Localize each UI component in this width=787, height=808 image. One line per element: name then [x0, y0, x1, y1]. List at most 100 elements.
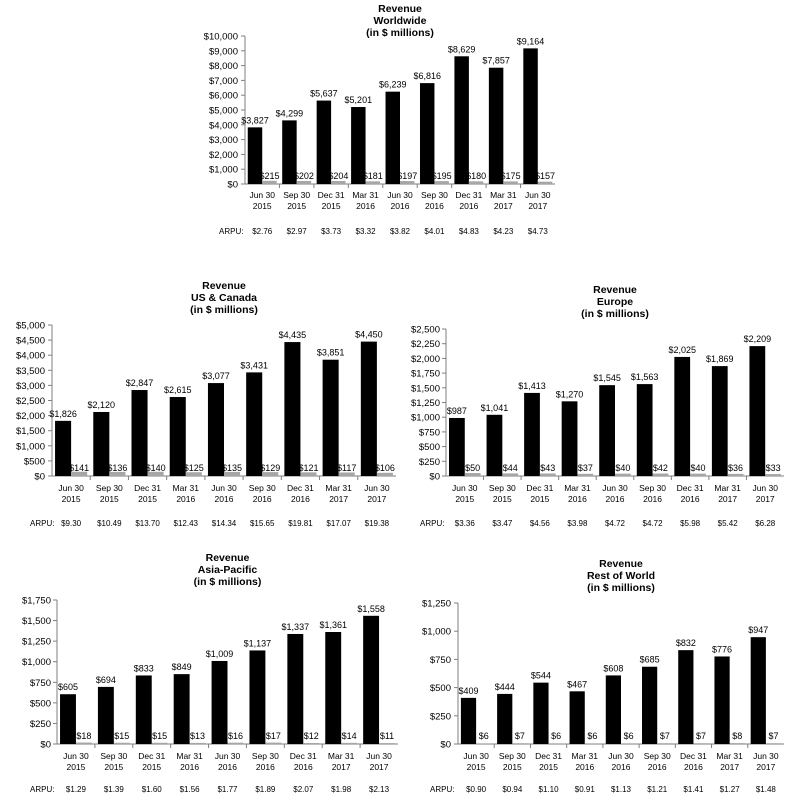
chart2-second-label: $141	[69, 463, 89, 473]
chart4-category-label: Mar 31	[176, 751, 203, 761]
chart5-second-bar	[584, 743, 600, 744]
chart5-revenue-bar	[497, 693, 513, 744]
chart1-revenue-label: $7,857	[482, 56, 510, 66]
chart4-title-line: Revenue	[206, 552, 250, 564]
chart1-category-label: Jun 30	[249, 190, 275, 200]
chart5-revenue-bar	[642, 666, 658, 744]
chart1-y-tick-label: $4,000	[209, 120, 238, 131]
chart1-revenue-label: $4,299	[276, 108, 304, 118]
chart1-y-tick-label: $0	[227, 180, 238, 191]
chart1-category-label: 2017	[494, 201, 513, 211]
chart2-arpu-value: $14.34	[212, 519, 237, 528]
chart4-category-label: 2015	[104, 762, 123, 772]
chart2-title-line: Revenue	[202, 280, 246, 292]
chart2-y-tick-label: $2,500	[16, 396, 45, 407]
chart4-revenue-label: $833	[134, 663, 154, 673]
chart5-y-tick-label: $0	[440, 740, 451, 751]
chart4-title-line: (in $ millions)	[194, 576, 262, 588]
chart1-revenue-bar	[385, 91, 400, 184]
chart4-arpu-label: ARPU:	[30, 785, 54, 794]
chart1-arpu-value: $3.82	[390, 227, 411, 236]
chart1-category-label: 2016	[425, 201, 444, 211]
chart1-second-label: $202	[294, 171, 314, 181]
chart1-y-tick-label: $10,000	[204, 32, 238, 43]
chart4-category-label: Sep 30	[252, 751, 279, 761]
chart3-second-bar	[615, 473, 631, 476]
chart1-second-bar	[262, 180, 277, 184]
chart5-revenue-label: $832	[676, 638, 696, 648]
chart3-arpu-value: $4.72	[643, 519, 664, 528]
chart1-second-bar	[296, 181, 312, 184]
chart1-second-label: $215	[259, 171, 279, 181]
chart5-category-label: Jun 30	[753, 751, 779, 761]
chart1-arpu-value: $4.83	[459, 227, 480, 236]
chart1-title-line: Revenue	[378, 3, 422, 15]
chart4-category-label: 2016	[294, 762, 313, 772]
chart3-category-label: 2015	[530, 494, 549, 504]
chart3-arpu-value: $4.72	[605, 519, 626, 528]
chart2-arpu-value: $12.43	[174, 519, 199, 528]
chart5-second-label: $6	[479, 731, 489, 741]
chart2-revenue-bar	[246, 372, 263, 476]
chart5-title-line: (in $ millions)	[587, 582, 655, 594]
chart3-revenue-label: $1,270	[556, 389, 584, 399]
chart3-arpu-value: $5.98	[680, 519, 701, 528]
chart2-second-bar	[300, 472, 317, 476]
chart4-category-label: Dec 31	[138, 751, 165, 761]
chart4-category-label: Sep 30	[100, 751, 127, 761]
chart4-revenue-label: $1,361	[319, 620, 347, 630]
chart4-arpu-value: $1.98	[331, 785, 352, 794]
chart3-category-label: 2016	[643, 494, 662, 504]
chart2-category-label: Mar 31	[325, 483, 352, 493]
chart2-second-label: $140	[146, 463, 166, 473]
chart4-second-label: $15	[152, 731, 167, 741]
chart4-revenue-bar	[287, 633, 304, 744]
chart2-y-tick-label: $2,000	[16, 411, 45, 422]
chart4-second-label: $13	[190, 731, 205, 741]
chart2-arpu-value: $19.81	[288, 519, 313, 528]
chart1-title-line: Worldwide	[374, 15, 427, 27]
chart1-revenue-label: $3,827	[241, 115, 269, 125]
chart4-arpu-value: $1.60	[142, 785, 163, 794]
chart2-revenue-label: $3,431	[240, 360, 268, 370]
chart1-revenue-bar	[488, 67, 504, 184]
chart5-second-label: $6	[587, 731, 597, 741]
chart1-y-tick-label: $5,000	[209, 106, 238, 117]
chart5-second-label: $7	[660, 731, 670, 741]
chart2-arpu-value: $9.30	[61, 519, 82, 528]
chart5-title-line: Revenue	[599, 558, 643, 570]
chart1-category-label: Mar 31	[352, 190, 379, 200]
chart4-second-bar	[189, 742, 206, 744]
chart2-revenue-label: $2,847	[126, 378, 154, 388]
chart2-arpu-value: $17.07	[326, 519, 351, 528]
chart3-second-bar	[464, 473, 481, 476]
chart4-y-tick-label: $0	[40, 740, 51, 751]
chart2-revenue-bar	[322, 359, 339, 476]
chart4-second-bar	[303, 743, 320, 744]
chart3-category-label: 2017	[756, 494, 775, 504]
chart2-category-label: Dec 31	[287, 483, 314, 493]
chart2-y-tick-label: $1,000	[16, 441, 45, 452]
chart2-revenue-label: $4,435	[279, 330, 307, 340]
chart4-y-tick-label: $250	[30, 719, 51, 730]
chart1-second-label: $157	[535, 171, 555, 181]
chart4-second-bar	[265, 742, 282, 744]
chart2-title-line: (in $ millions)	[190, 304, 258, 316]
chart3-revenue-bar	[636, 384, 653, 476]
chart5-revenue-bar	[460, 697, 477, 744]
chart2-revenue-label: $3,851	[317, 348, 345, 358]
chart1-category-label: 2016	[391, 201, 410, 211]
chart3-second-label: $40	[690, 463, 705, 473]
chart3-title-line: Revenue	[593, 284, 637, 296]
chart5-arpu-value: $1.10	[539, 785, 560, 794]
chart1-arpu-value: $3.32	[356, 227, 377, 236]
chart2-second-bar	[338, 472, 355, 476]
chart2-category-label: 2015	[100, 494, 119, 504]
chart1-category-label: Dec 31	[455, 190, 482, 200]
chart2-category-label: Jun 30	[211, 483, 237, 493]
chart1-revenue-label: $5,201	[345, 95, 373, 105]
chart1-arpu-value: $4.73	[528, 227, 549, 236]
chart2-category-label: Mar 31	[173, 483, 200, 493]
chart3-second-bar	[652, 473, 669, 476]
chart5-second-label: $8	[732, 731, 742, 741]
